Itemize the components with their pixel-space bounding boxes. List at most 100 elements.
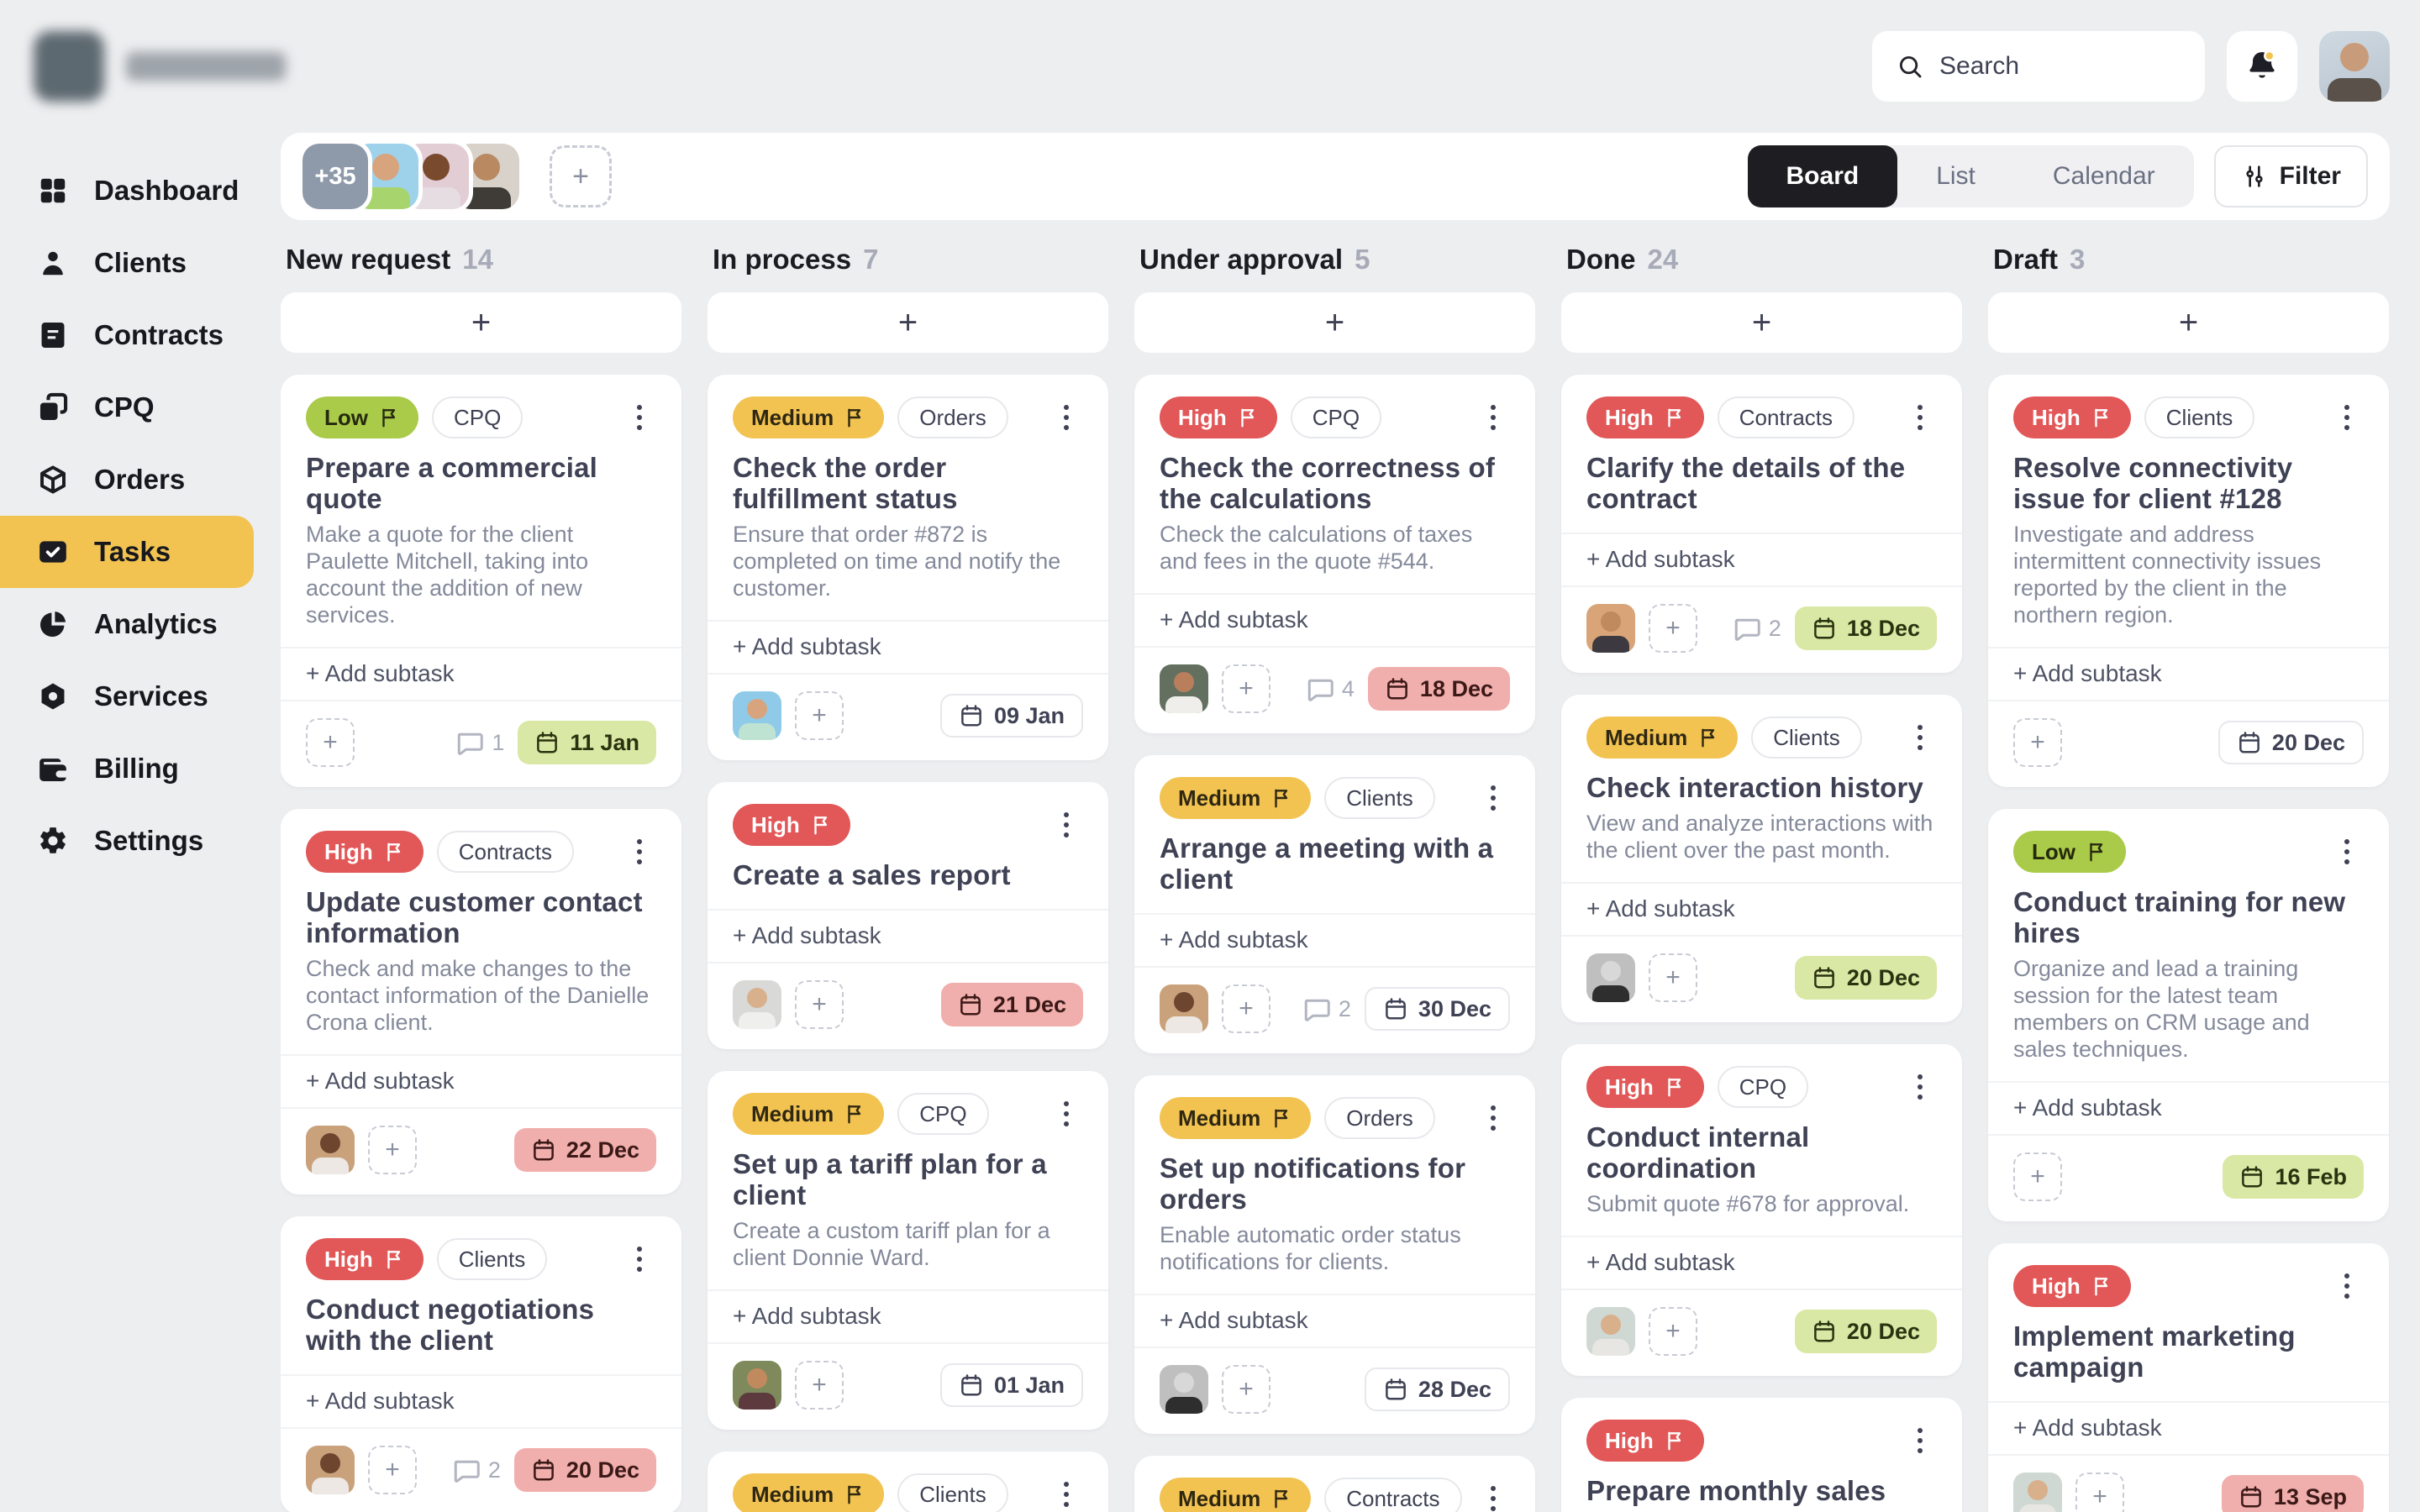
category-chip: Contracts [1717, 396, 1855, 438]
add-subtask-button[interactable]: + Add subtask [306, 660, 455, 686]
sidebar-item-settings[interactable]: Settings [0, 805, 254, 877]
kebab-menu-button[interactable] [1050, 806, 1083, 844]
task-card[interactable]: Medium Clients Arrange a meeting with a … [1134, 755, 1535, 1053]
sidebar-item-cpq[interactable]: CPQ [0, 371, 254, 444]
add-subtask-button[interactable]: + Add subtask [1160, 1307, 1308, 1333]
task-card[interactable]: Low CPQ Prepare a commercial quote Make … [281, 375, 681, 787]
add-assignee-button[interactable]: + [2013, 718, 2062, 767]
add-member-button[interactable]: + [550, 145, 612, 207]
kebab-menu-button[interactable] [1476, 398, 1510, 437]
sidebar-item-tasks[interactable]: Tasks [0, 516, 254, 588]
task-card[interactable]: High CPQ Check the correctness of the ca… [1134, 375, 1535, 733]
task-card[interactable]: Medium CPQ Set up a tariff plan for a cl… [708, 1071, 1108, 1430]
add-assignee-button[interactable]: + [2013, 1152, 2062, 1201]
add-subtask-button[interactable]: + Add subtask [733, 1303, 881, 1329]
add-assignee-button[interactable]: + [306, 718, 355, 767]
add-assignee-button[interactable]: + [795, 691, 844, 740]
add-subtask-button[interactable]: + Add subtask [1586, 895, 1735, 921]
sidebar-item-contracts[interactable]: Contracts [0, 299, 254, 371]
add-subtask-button[interactable]: + Add subtask [1160, 927, 1308, 953]
task-card[interactable]: Medium Contracts Finalize contract [1134, 1456, 1535, 1512]
sidebar-item-orders[interactable]: Orders [0, 444, 254, 516]
add-assignee-button[interactable]: + [1222, 664, 1270, 713]
kebab-menu-button[interactable] [623, 1240, 656, 1278]
kebab-menu-button[interactable] [1903, 398, 1937, 437]
add-card-button[interactable]: + [1134, 292, 1535, 353]
kebab-menu-button[interactable] [2330, 398, 2364, 437]
kebab-menu-button[interactable] [623, 832, 656, 871]
add-subtask-button[interactable]: + Add subtask [1586, 1249, 1735, 1275]
add-assignee-button[interactable]: + [2075, 1473, 2124, 1512]
task-card[interactable]: Medium Clients Check interaction history… [1561, 695, 1962, 1022]
flag-icon [1697, 727, 1719, 748]
task-card[interactable]: Medium Orders Set up notifications for o… [1134, 1075, 1535, 1434]
kebab-menu-button[interactable] [2330, 1267, 2364, 1305]
flag-icon [2091, 1275, 2112, 1297]
kebab-menu-button[interactable] [1903, 1421, 1937, 1460]
sidebar-item-analytics[interactable]: Analytics [0, 588, 254, 660]
add-assignee-button[interactable]: + [1649, 604, 1697, 653]
add-subtask-button[interactable]: + Add subtask [2013, 660, 2162, 686]
task-card[interactable]: High Clients Conduct negotiations with t… [281, 1216, 681, 1512]
add-subtask-button[interactable]: + Add subtask [306, 1068, 455, 1094]
add-assignee-button[interactable]: + [368, 1446, 417, 1494]
task-card[interactable]: High Clients Resolve connectivity issue … [1988, 375, 2389, 787]
add-card-button[interactable]: + [1561, 292, 1962, 353]
add-subtask-button[interactable]: + Add subtask [1160, 606, 1308, 633]
kebab-menu-button[interactable] [1476, 1099, 1510, 1137]
task-card[interactable]: High Contracts Update customer contact i… [281, 809, 681, 1194]
task-card[interactable]: High Prepare monthly sales report Collec… [1561, 1398, 1962, 1512]
add-subtask-button[interactable]: + Add subtask [2013, 1415, 2162, 1441]
sidebar-item-billing[interactable]: Billing [0, 732, 254, 805]
kebab-menu-button[interactable] [1050, 398, 1083, 437]
task-card[interactable]: High Implement marketing campaign + Add … [1988, 1243, 2389, 1512]
add-card-button[interactable]: + [1988, 292, 2389, 353]
add-assignee-button[interactable]: + [1649, 1307, 1697, 1356]
add-assignee-button[interactable]: + [795, 1361, 844, 1410]
kebab-menu-button[interactable] [1903, 1068, 1937, 1106]
category-chip: CPQ [1717, 1066, 1809, 1108]
task-card[interactable]: Medium Clients Change a tariff plan for … [708, 1452, 1108, 1512]
view-tab-list[interactable]: List [1897, 145, 2014, 207]
sidebar-item-dashboard[interactable]: Dashboard [0, 155, 254, 227]
kebab-menu-button[interactable] [623, 398, 656, 437]
sidebar-item-services[interactable]: Services [0, 660, 254, 732]
view-tab-board[interactable]: Board [1747, 145, 1898, 207]
add-assignee-button[interactable]: + [1222, 1365, 1270, 1414]
task-card[interactable]: High Contracts Clarify the details of th… [1561, 375, 1962, 673]
kebab-menu-button[interactable] [1050, 1095, 1083, 1133]
add-subtask-button[interactable]: + Add subtask [2013, 1095, 2162, 1121]
kebab-menu-button[interactable] [1476, 1479, 1510, 1512]
add-subtask-button[interactable]: + Add subtask [733, 633, 881, 659]
add-subtask-button[interactable]: + Add subtask [306, 1388, 455, 1414]
card-description: View and analyze interactions with the c… [1586, 811, 1933, 863]
add-card-button[interactable]: + [281, 292, 681, 353]
filter-button[interactable]: Filter [2213, 145, 2368, 207]
kebab-menu-button[interactable] [1476, 779, 1510, 817]
category-chip: Orders [897, 396, 1008, 438]
kebab-menu-button[interactable] [1903, 718, 1937, 757]
notifications-button[interactable] [2227, 31, 2297, 102]
card-title: Prepare a commercial quote [306, 452, 598, 514]
add-assignee-button[interactable]: + [1649, 953, 1697, 1002]
view-tab-calendar[interactable]: Calendar [2014, 145, 2194, 207]
kebab-menu-button[interactable] [1050, 1475, 1083, 1512]
add-assignee-button[interactable]: + [795, 980, 844, 1029]
kebab-menu-button[interactable] [2330, 832, 2364, 871]
add-assignee-button[interactable]: + [1222, 984, 1270, 1033]
add-assignee-button[interactable]: + [368, 1126, 417, 1174]
search-input[interactable]: Search [1872, 31, 2205, 102]
category-chip: CPQ [432, 396, 523, 438]
user-avatar[interactable] [2319, 31, 2390, 102]
calendar-icon [1386, 998, 1406, 1020]
task-card[interactable]: High Create a sales report + Add subtask… [708, 782, 1108, 1049]
add-subtask-button[interactable]: + Add subtask [1586, 546, 1735, 572]
flag-icon [1270, 1488, 1292, 1509]
task-card[interactable]: High CPQ Conduct internal coordination S… [1561, 1044, 1962, 1376]
assignee-avatar [1160, 1365, 1208, 1414]
sidebar-item-clients[interactable]: Clients [0, 227, 254, 299]
add-subtask-button[interactable]: + Add subtask [733, 922, 881, 948]
add-card-button[interactable]: + [708, 292, 1108, 353]
task-card[interactable]: Low Conduct training for new hires Organ… [1988, 809, 2389, 1221]
task-card[interactable]: Medium Orders Check the order fulfillmen… [708, 375, 1108, 760]
